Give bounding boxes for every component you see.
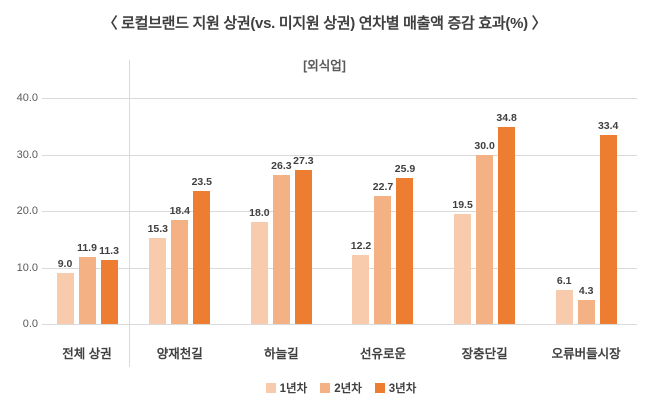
legend-label: 2년차 (334, 383, 362, 395)
data-label: 12.2 (350, 240, 372, 253)
bar-3년차: 33.4 (598, 120, 618, 324)
x-axis-category-label: 전체 상권 (62, 347, 112, 361)
data-label: 6.1 (556, 274, 572, 287)
y-axis-tick-label: 30.0 (16, 148, 38, 161)
y-axis-tick-label: 40.0 (16, 92, 38, 104)
chart-subtitle: [외식업] (303, 59, 346, 73)
legend-swatch (374, 383, 385, 393)
bar-2년차: 30.0 (474, 140, 495, 324)
legend-swatch (265, 383, 276, 393)
legend-label: 3년차 (388, 383, 417, 395)
data-label: 30.0 (474, 139, 495, 152)
data-label: 34.8 (496, 112, 517, 125)
data-label: 11.9 (77, 241, 97, 254)
bar-group: 12.2 22.7 25.9 (332, 98, 434, 324)
legend-item: 2년차 (320, 380, 362, 396)
bar-2년차: 11.9 (77, 242, 97, 324)
bar-group: 18.0 26.3 27.3 (231, 98, 333, 324)
data-label: 11.3 (99, 245, 119, 258)
bar-1년차: 18.0 (249, 207, 270, 324)
data-label: 18.0 (249, 207, 270, 220)
bar-3년차: 25.9 (395, 163, 415, 324)
data-label: 33.4 (597, 120, 619, 133)
bar-group: 15.3 18.4 23.5 (129, 98, 231, 324)
bar-3년차: 34.8 (496, 112, 517, 324)
bar-1년차: 15.3 (148, 223, 168, 324)
bar-1년차: 9.0 (56, 258, 74, 324)
data-label: 26.3 (271, 160, 292, 173)
y-axis-tick-label: 10.0 (16, 261, 38, 274)
data-label: 15.3 (147, 222, 169, 235)
bar-1년차: 12.2 (351, 240, 371, 324)
chart-title: 〈 로컬브랜드 지원 상권(vs. 미지원 상권) 연차별 매출액 증감 효과(… (102, 15, 547, 32)
bar-2년차: 26.3 (271, 160, 292, 324)
x-axis-labels: 전체 상권 양재천길 하늘길 선유로운 장충단길 오류버들시장 (45, 343, 637, 362)
data-label: 27.3 (293, 154, 314, 167)
data-label: 22.7 (372, 180, 394, 193)
bar-groups: 9.0 11.9 11.3 15.3 18.4 23.5 18.0 26.3 27.3 12.2 2… (45, 98, 637, 324)
data-label: 19.5 (452, 198, 473, 211)
data-label: 4.3 (578, 284, 594, 297)
data-label: 9.0 (57, 258, 73, 271)
gridline (42, 98, 637, 99)
bar-1년차: 19.5 (452, 199, 473, 324)
bar-3년차: 11.3 (99, 245, 119, 324)
y-axis-tick-label: 20.0 (16, 205, 38, 217)
x-axis-category-label: 양재천길 (156, 347, 203, 361)
bar-group: 6.1 4.3 33.4 (535, 98, 637, 324)
plot-area: 9.0 11.9 11.3 15.3 18.4 23.5 18.0 26.3 27.3 12.2 2… (42, 98, 637, 325)
data-label: 23.5 (191, 176, 213, 189)
data-label: 25.9 (394, 162, 416, 175)
legend-item: 1년차 (265, 380, 308, 396)
bar-3년차: 27.3 (293, 155, 314, 324)
legend-item: 3년차 (374, 380, 417, 396)
x-axis-category-label: 선유로운 (359, 347, 406, 361)
x-axis-category-label: 하늘길 (264, 347, 299, 361)
bar-1년차: 6.1 (555, 275, 573, 324)
bar-3년차: 23.5 (192, 176, 212, 324)
y-axis-tick-label: 0.0 (22, 318, 38, 330)
y-axis: 40.0 30.0 20.0 10.0 0.0 (0, 92, 38, 330)
legend: 1년차 2년차 3년차 (45, 380, 637, 396)
bar-2년차: 22.7 (373, 181, 393, 324)
legend-swatch (320, 383, 331, 393)
data-label: 18.4 (169, 205, 191, 217)
gridline (42, 324, 637, 325)
x-axis-category-label: 오류버들시장 (551, 347, 621, 361)
bar-2년차: 4.3 (577, 285, 595, 324)
section-divider-line (129, 60, 130, 367)
bar-2년차: 18.4 (170, 205, 190, 324)
legend-label: 1년차 (279, 383, 308, 395)
gridline (42, 211, 637, 212)
gridline (42, 154, 637, 156)
x-axis-category-label: 장충단길 (461, 347, 508, 361)
gridline (42, 267, 637, 269)
bar-group: 9.0 11.9 11.3 (45, 98, 129, 324)
bar-group: 19.5 30.0 34.8 (434, 98, 536, 324)
